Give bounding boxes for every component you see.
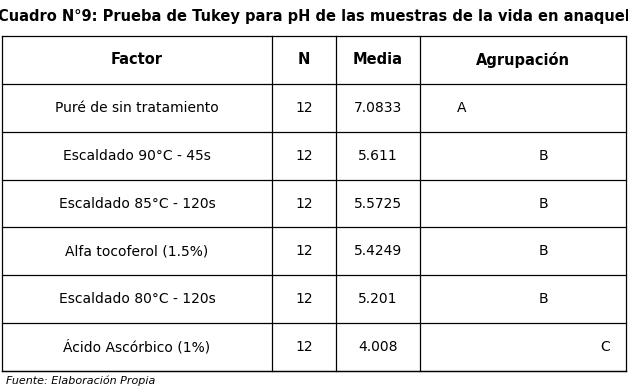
Text: 4.008: 4.008 [358, 340, 398, 354]
Text: 7.0833: 7.0833 [354, 101, 402, 115]
Text: B: B [539, 292, 548, 306]
Text: 12: 12 [295, 340, 313, 354]
Text: Puré de sin tratamiento: Puré de sin tratamiento [55, 101, 219, 115]
Text: 5.611: 5.611 [358, 149, 398, 163]
Text: 12: 12 [295, 101, 313, 115]
Text: 12: 12 [295, 149, 313, 163]
Text: 5.201: 5.201 [358, 292, 398, 306]
Text: B: B [539, 149, 548, 163]
Text: C: C [600, 340, 610, 354]
Text: Alfa tocoferol (1.5%): Alfa tocoferol (1.5%) [65, 244, 208, 258]
Text: Escaldado 80°C - 120s: Escaldado 80°C - 120s [58, 292, 215, 306]
Text: B: B [539, 197, 548, 210]
Text: Fuente: Elaboración Propia: Fuente: Elaboración Propia [6, 375, 155, 386]
Text: A: A [457, 101, 466, 115]
Text: Ácido Ascórbico (1%): Ácido Ascórbico (1%) [63, 340, 210, 354]
Text: 12: 12 [295, 292, 313, 306]
Text: 12: 12 [295, 197, 313, 210]
Text: Media: Media [353, 52, 403, 67]
Text: Cuadro N°9: Prueba de Tukey para pH de las muestras de la vida en anaquel: Cuadro N°9: Prueba de Tukey para pH de l… [0, 9, 628, 23]
Text: B: B [539, 244, 548, 258]
Text: Escaldado 85°C - 120s: Escaldado 85°C - 120s [58, 197, 215, 210]
Text: 12: 12 [295, 244, 313, 258]
Text: Escaldado 90°C - 45s: Escaldado 90°C - 45s [63, 149, 211, 163]
Text: Agrupación: Agrupación [476, 52, 570, 68]
Text: N: N [298, 52, 310, 67]
Text: 5.5725: 5.5725 [354, 197, 402, 210]
Text: 5.4249: 5.4249 [354, 244, 402, 258]
Text: Factor: Factor [111, 52, 163, 67]
